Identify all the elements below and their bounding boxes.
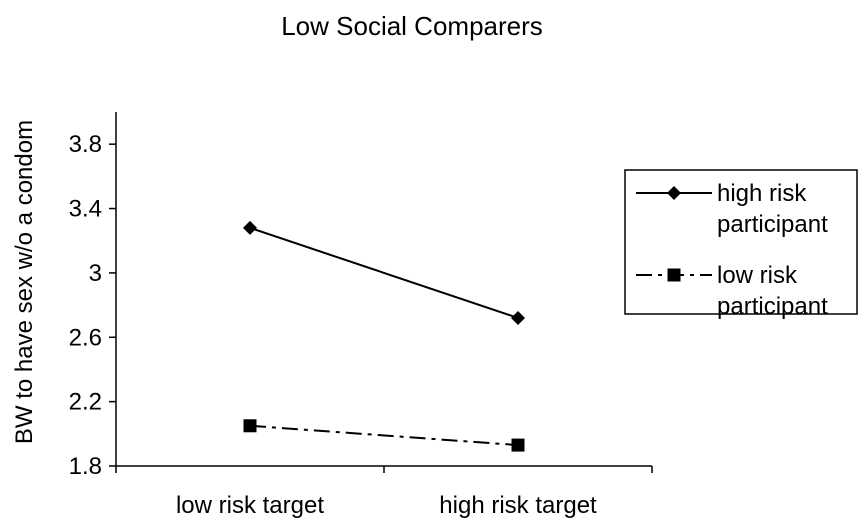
legend-marker-0: [667, 186, 681, 200]
y-tick-label: 3: [89, 260, 102, 287]
y-tick-label: 2.2: [69, 389, 102, 416]
series-line-0: [249, 226, 519, 319]
y-tick-label: 3.4: [69, 196, 102, 223]
series-layer: [243, 220, 525, 452]
series-1-point: [243, 419, 257, 433]
series-1-point: [511, 438, 525, 452]
legend-label: high risk: [717, 180, 807, 207]
legend-label: participant: [717, 293, 828, 320]
x-tick-label: high risk target: [439, 492, 597, 519]
chart-title: Low Social Comparers: [281, 11, 543, 41]
legend-marker-1: [667, 268, 681, 282]
legend: high risk participant low risk participant: [624, 169, 858, 320]
legend-label: low risk: [717, 262, 798, 289]
legend-items: high risk participant low risk participant: [636, 180, 828, 320]
y-tick-label: 3.8: [69, 131, 102, 158]
x-tick-label: low risk target: [176, 492, 324, 519]
y-axis-label: BW to have sex w/o a condom: [11, 120, 38, 444]
legend-label: participant: [717, 211, 828, 238]
series-0-point: [511, 310, 525, 325]
series-line-1: [249, 424, 519, 447]
x-axis-ticks: low risk target high risk target: [115, 466, 653, 519]
y-tick-label: 1.8: [69, 453, 102, 480]
y-tick-label: 2.6: [69, 324, 102, 351]
series-0-point: [243, 220, 257, 235]
y-axis-ticks: 1.8 2.2 2.6 3 3.4 3.8: [69, 131, 116, 480]
